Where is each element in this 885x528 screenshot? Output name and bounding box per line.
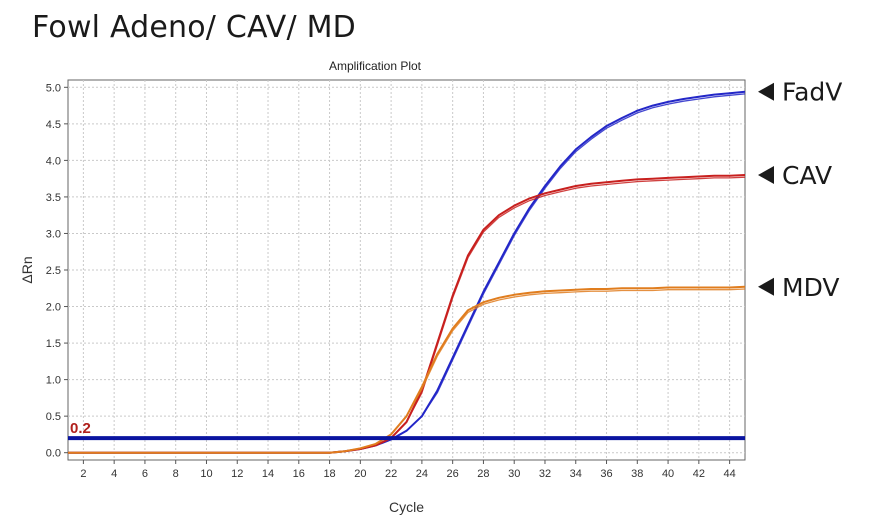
x-tick-label: 26 <box>447 468 459 480</box>
x-tick-label: 34 <box>570 468 582 480</box>
y-tick-label: 1.0 <box>46 375 61 387</box>
y-tick-label: 4.5 <box>46 119 61 131</box>
series-line-mdv <box>68 288 746 454</box>
x-tick-label: 16 <box>293 468 305 480</box>
y-tick-label: 3.5 <box>46 192 61 204</box>
x-tick-label: 20 <box>354 468 366 480</box>
annotation-mdv: MDV <box>782 273 839 302</box>
triangle-pointer-icon <box>758 166 774 184</box>
y-tick-label: 3.0 <box>46 228 61 240</box>
x-tick-label: 44 <box>723 468 735 480</box>
y-tick-label: 4.0 <box>46 155 61 167</box>
x-axis-ticks: 2 4 6 8 10 12 14 16 18 20 22 24 26 28 30 32 34 36 38 40 42 44 <box>80 460 736 480</box>
triangle-pointer-icon <box>758 82 774 101</box>
x-tick-label: 18 <box>323 468 335 480</box>
series-annotations: FadV CAV MDV <box>758 78 842 302</box>
annotation-cav: CAV <box>782 161 832 190</box>
annotation-fadv: FadV <box>782 78 842 107</box>
x-tick-label: 8 <box>173 468 179 480</box>
x-tick-label: 10 <box>200 468 212 480</box>
y-tick-label: 2.5 <box>46 265 61 277</box>
grid <box>68 80 745 460</box>
x-tick-label: 36 <box>600 468 612 480</box>
page-title: Fowl Adeno/ CAV/ MD <box>32 10 356 45</box>
x-tick-label: 12 <box>231 468 243 480</box>
x-tick-label: 28 <box>477 468 489 480</box>
x-tick-label: 42 <box>693 468 705 480</box>
threshold-label: 0.2 <box>70 420 91 437</box>
x-tick-label: 6 <box>142 468 148 480</box>
x-tick-label: 30 <box>508 468 520 480</box>
triangle-pointer-icon <box>758 277 774 296</box>
y-axis-label: ΔRn <box>19 256 35 283</box>
y-tick-label: 1.5 <box>46 338 61 350</box>
x-axis-label: Cycle <box>389 499 424 515</box>
x-tick-label: 32 <box>539 468 551 480</box>
x-tick-label: 2 <box>80 468 86 480</box>
x-tick-label: 22 <box>385 468 397 480</box>
y-tick-label: 0.0 <box>46 448 61 460</box>
y-tick-label: 2.0 <box>46 302 61 314</box>
y-axis-ticks: 0.0 0.5 1.0 1.5 2.0 2.5 3.0 3.5 4.0 4.5 5.0 <box>46 82 68 460</box>
x-tick-label: 14 <box>262 468 274 480</box>
series-lines <box>68 90 746 454</box>
chart-title: Amplification Plot <box>329 59 422 73</box>
y-tick-label: 5.0 <box>46 82 61 94</box>
y-tick-label: 0.5 <box>46 411 61 423</box>
x-tick-label: 4 <box>111 468 117 480</box>
x-tick-label: 24 <box>416 468 428 480</box>
x-tick-label: 38 <box>631 468 643 480</box>
x-tick-label: 40 <box>662 468 674 480</box>
